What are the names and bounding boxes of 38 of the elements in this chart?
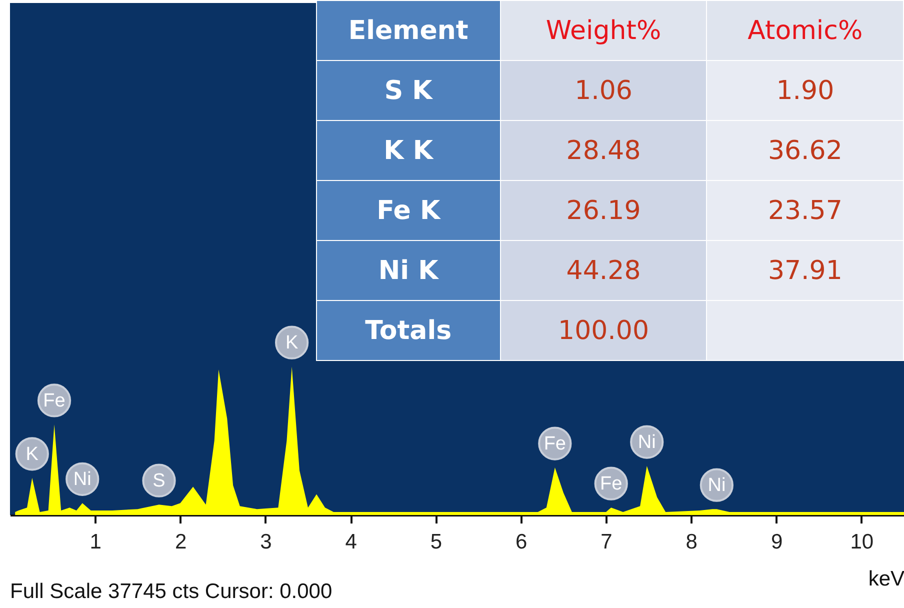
- text: 36.62: [706, 120, 904, 180]
- x-tick-label: 1: [90, 530, 102, 554]
- x-tick-label: 9: [770, 530, 783, 554]
- text: Totals: [316, 300, 500, 360]
- annotation: S: [152, 470, 166, 492]
- text: 37.91: [706, 240, 904, 300]
- text: 44.28: [500, 240, 707, 300]
- text: Element: [316, 0, 500, 60]
- text: Ni K: [316, 240, 500, 300]
- x-tick-label: 7: [600, 530, 612, 554]
- x-tick-label: 3: [260, 530, 272, 554]
- text: 1.90: [706, 60, 904, 120]
- text: 26.19: [500, 180, 707, 240]
- text: K K: [316, 120, 500, 180]
- text: 100.00: [500, 300, 707, 360]
- text: S K: [316, 60, 500, 120]
- x-tick-label: 2: [174, 530, 187, 554]
- annotation: Ni: [73, 469, 92, 490]
- x-tick-label: 8: [686, 530, 698, 554]
- text: 28.48: [500, 120, 707, 180]
- text: 1.06: [500, 60, 707, 120]
- x-tick-label: 5: [430, 530, 442, 554]
- annotation: Ni: [708, 475, 726, 496]
- text: Atomic%: [706, 0, 904, 60]
- annotation: Ni: [638, 432, 656, 454]
- annotation: Fe: [544, 434, 566, 455]
- text: 23.57: [706, 180, 904, 240]
- annotation: K: [26, 444, 39, 465]
- x-axis-title: keV: [868, 568, 904, 590]
- x-tick-label: 10: [850, 530, 874, 554]
- text: Weight%: [500, 0, 707, 60]
- x-tick-label: 6: [516, 530, 528, 554]
- annotation: Fe: [600, 474, 622, 495]
- x-tick-label: 4: [345, 530, 358, 554]
- annotation: Fe: [43, 390, 66, 412]
- text: Fe K: [316, 180, 500, 240]
- text: Full Scale 37745 cts Cursor: 0.000: [10, 580, 332, 604]
- annotation: K: [285, 332, 298, 354]
